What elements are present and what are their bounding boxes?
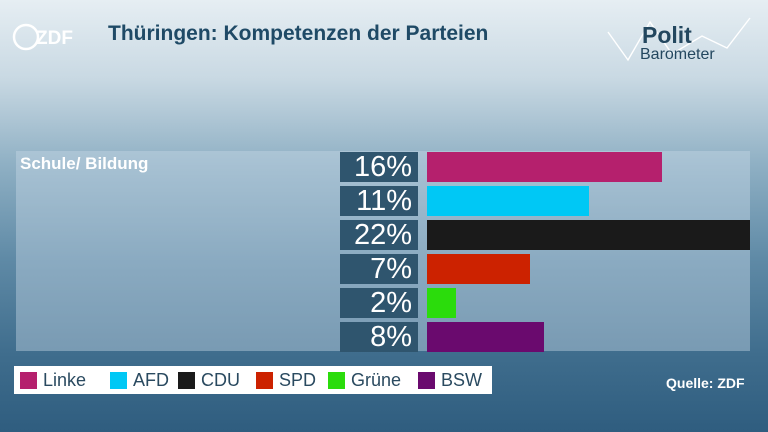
legend-swatch: [418, 372, 435, 389]
legend-label: SPD: [279, 370, 317, 390]
chart-title: Thüringen: Kompetenzen der Parteien: [108, 22, 489, 45]
legend-swatch: [178, 372, 195, 389]
legend-label: Grüne: [351, 370, 402, 390]
bar-afd: [427, 186, 589, 216]
zdf-logo: ZDF: [12, 23, 73, 51]
legend-label: AFD: [133, 370, 169, 390]
value-label: 16%: [340, 152, 418, 183]
legend-label: BSW: [441, 370, 483, 390]
zdf-logo-text: ZDF: [36, 28, 73, 49]
value-label: 11%: [340, 186, 418, 217]
legend-swatch: [110, 372, 127, 389]
legend-label: CDU: [201, 370, 240, 390]
legend-swatch: [256, 372, 273, 389]
bar-cdu: [427, 220, 750, 250]
value-label: 7%: [340, 254, 418, 285]
legend: Linke AFD CDU SPD Grüne BSW: [14, 366, 492, 394]
politbarometer-logo: [607, 17, 751, 62]
politbarometer-logo-line1: Polit: [642, 22, 692, 48]
bar-grüne: [427, 288, 457, 318]
politbarometer-logo-line2: Barometer: [640, 46, 715, 63]
category-label: Schule/ Bildung: [20, 154, 149, 173]
legend-swatch: [328, 372, 345, 389]
source-label: Quelle: ZDF: [666, 375, 745, 391]
bar-linke: [427, 152, 662, 182]
value-label: 22%: [340, 220, 418, 251]
value-label: 8%: [340, 322, 418, 353]
legend-label: Linke: [43, 370, 87, 390]
bar-bsw: [427, 322, 545, 352]
bar-spd: [427, 254, 530, 284]
legend-swatch: [20, 372, 37, 389]
value-label: 2%: [340, 288, 418, 319]
